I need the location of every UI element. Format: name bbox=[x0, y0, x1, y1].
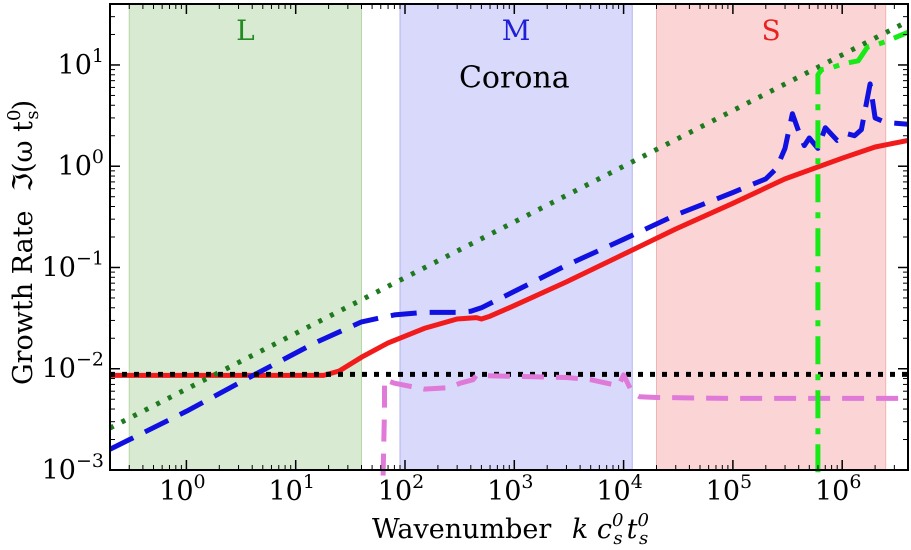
band-L-label: L bbox=[236, 14, 255, 47]
annotation-layer: Corona bbox=[459, 61, 570, 96]
tick-layer bbox=[110, 4, 908, 471]
band-L bbox=[128, 3, 363, 471]
x-tick-label: 102 bbox=[378, 471, 424, 507]
y-tick-label: 10−2 bbox=[42, 349, 104, 385]
band-S-label: S bbox=[762, 14, 781, 47]
x-tick-label: 104 bbox=[596, 471, 642, 507]
x-tick-label: 103 bbox=[487, 471, 533, 507]
x-axis-title: Wavenumber k c0 s t0 s bbox=[372, 510, 649, 549]
annotation-corona: Corona bbox=[459, 61, 570, 96]
x-tick-label: 101 bbox=[268, 471, 314, 507]
x-tick-label: 106 bbox=[815, 471, 861, 507]
series-blue-dashed bbox=[108, 81, 909, 452]
y-tick-label: 100 bbox=[58, 146, 104, 182]
y-axis-title: Growth Rate ℑ(ω t0s) bbox=[4, 100, 43, 385]
series-layer bbox=[108, 19, 910, 476]
x-tick-label: 100 bbox=[159, 471, 205, 507]
y-tick-label: 10−3 bbox=[42, 450, 104, 486]
series-lime-dashdot bbox=[815, 29, 909, 473]
y-tick-label: 10−1 bbox=[42, 247, 104, 283]
tick-label-layer: 100 101 102 103 104 105 106 10−3 10−2 10−1 100 101 bbox=[42, 45, 862, 507]
band-layer bbox=[128, 3, 887, 471]
band-M bbox=[399, 3, 633, 471]
series-red-solid bbox=[110, 137, 909, 378]
y-tick-label: 101 bbox=[58, 45, 104, 81]
series-violet-dashed bbox=[380, 372, 908, 476]
x-tick-label: 105 bbox=[706, 471, 752, 507]
band-M-label: M bbox=[502, 14, 531, 47]
